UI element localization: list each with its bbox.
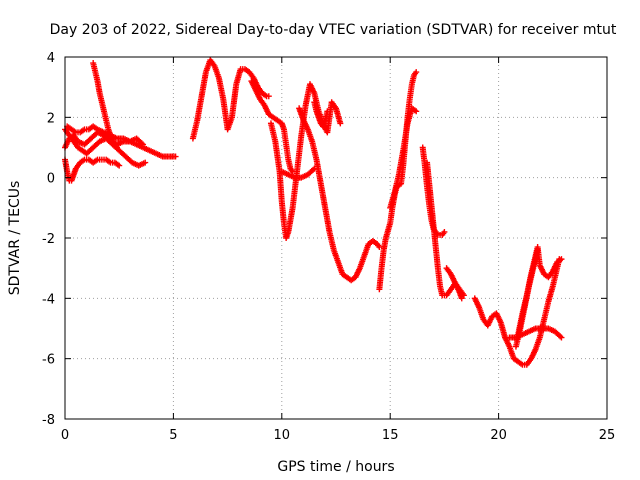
x-axis-label: GPS time / hours [277,459,394,475]
y-tick-label: 4 [47,51,55,66]
data-point [172,153,179,160]
series-arc-early-3 [62,156,123,184]
series-arc-10.8-14.5h [296,105,383,284]
data-point [534,247,541,254]
data-point [413,69,420,76]
data-point [311,165,318,172]
grid [65,57,607,419]
x-tick-label: 10 [274,428,291,443]
y-tick-label: -2 [42,232,55,247]
data-point [140,141,147,148]
series-arc-16.7-18.4h [424,159,467,299]
x-tick-label: 5 [169,428,177,443]
y-tick-label: 0 [47,172,55,187]
y-tick-label: -4 [42,292,55,307]
data-point [337,120,344,127]
data-point [324,108,331,115]
series-arc-20.3-22.8h-lower [502,256,563,368]
x-tick-label: 0 [61,428,69,443]
series-arc-9.5-12.7h [267,81,344,241]
data-point [458,295,465,302]
data-point [558,334,565,341]
data-point [413,108,420,115]
data-marks [62,57,565,368]
y-tick-label: -8 [42,413,55,428]
series-arc-18.9-20.3h [471,295,509,341]
y-axis-label: SDTVAR / TECUs [7,181,23,296]
series-arc-17.6-18.3h [443,265,465,302]
y-tick-label: 2 [47,111,55,126]
x-tick-label: 25 [599,428,616,443]
series-arc-early-2 [62,126,149,169]
series-arc-11.5-12.2h [311,99,331,130]
data-point [441,228,448,235]
series-arc-drop-1.3h [90,60,121,151]
axis-ticks: 0 5 10 15 20 25 -8 -6 -4 -2 0 2 4 [42,51,615,443]
series-arc-15-16.2h [387,105,420,211]
chart-title: Day 203 of 2022, Sidereal Day-to-day VTE… [50,22,617,38]
series-arc-8.6-10.5h [248,78,296,175]
y-tick-label: -6 [42,353,55,368]
data-point [265,93,272,100]
x-tick-label: 20 [490,428,507,443]
series-arc-10-11.5h [278,165,318,181]
data-point [142,159,149,166]
series-arc-6-9h [189,57,272,142]
data-point [116,162,123,169]
series-arc-20.5-22.9h-upper [506,325,565,341]
series-arc-20.8-21.8h [512,247,541,350]
data-point [558,256,565,263]
data-point [114,144,121,151]
x-tick-label: 15 [382,428,399,443]
